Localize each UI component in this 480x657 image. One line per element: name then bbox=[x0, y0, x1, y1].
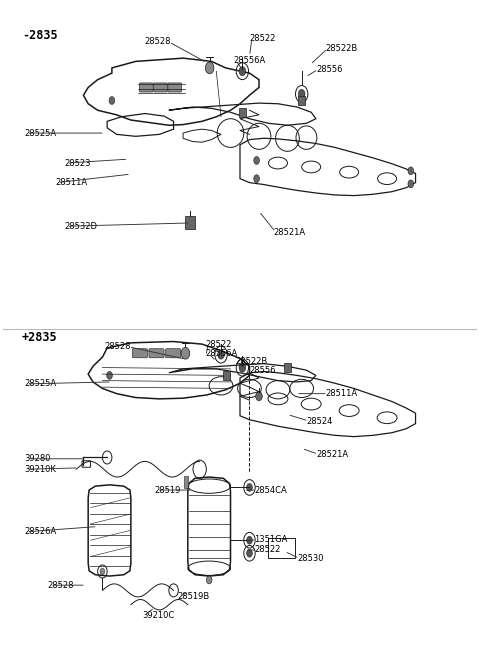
Text: 28511A: 28511A bbox=[55, 178, 87, 187]
Bar bbox=[267, 538, 295, 558]
Text: 39210C: 39210C bbox=[143, 610, 175, 620]
Text: 39280: 39280 bbox=[24, 454, 50, 463]
Text: 28530: 28530 bbox=[297, 554, 324, 563]
Text: 39210K: 39210K bbox=[24, 464, 56, 474]
Bar bbox=[185, 216, 195, 229]
FancyBboxPatch shape bbox=[149, 349, 164, 358]
Text: 28525A: 28525A bbox=[24, 379, 56, 388]
Circle shape bbox=[254, 156, 260, 164]
Text: 28522: 28522 bbox=[250, 34, 276, 43]
Text: 28528: 28528 bbox=[144, 37, 171, 47]
Bar bbox=[284, 363, 291, 372]
Text: -2835: -2835 bbox=[22, 29, 58, 42]
Text: 28528: 28528 bbox=[48, 581, 74, 590]
Circle shape bbox=[109, 97, 115, 104]
Text: 28526A: 28526A bbox=[24, 528, 56, 536]
Text: 1351GA: 1351GA bbox=[254, 535, 288, 544]
Bar bbox=[239, 108, 246, 117]
Circle shape bbox=[239, 66, 246, 76]
Text: 28556A: 28556A bbox=[206, 349, 238, 358]
Circle shape bbox=[254, 175, 260, 183]
Text: 28528: 28528 bbox=[104, 342, 131, 351]
Circle shape bbox=[206, 576, 212, 584]
Circle shape bbox=[256, 392, 262, 401]
Text: 28521A: 28521A bbox=[316, 450, 348, 459]
FancyBboxPatch shape bbox=[139, 83, 153, 92]
Text: 28522: 28522 bbox=[254, 545, 281, 555]
Text: 28556A: 28556A bbox=[233, 56, 265, 64]
Circle shape bbox=[218, 350, 224, 359]
Circle shape bbox=[247, 484, 252, 491]
Text: 28556: 28556 bbox=[316, 65, 342, 74]
Text: 28524: 28524 bbox=[306, 417, 333, 426]
Text: 28525A: 28525A bbox=[24, 129, 56, 137]
Circle shape bbox=[408, 180, 414, 188]
Bar bbox=[223, 371, 230, 380]
FancyBboxPatch shape bbox=[154, 83, 168, 92]
FancyBboxPatch shape bbox=[132, 349, 147, 358]
Text: 28522B: 28522B bbox=[325, 44, 358, 53]
Text: +2835: +2835 bbox=[22, 331, 58, 344]
Bar bbox=[184, 476, 188, 488]
Circle shape bbox=[247, 549, 252, 557]
Text: 28522B: 28522B bbox=[235, 357, 267, 366]
Text: 28519B: 28519B bbox=[178, 593, 210, 601]
Text: 28511A: 28511A bbox=[325, 389, 358, 398]
Text: 28532D: 28532D bbox=[64, 221, 97, 231]
Text: 28522: 28522 bbox=[206, 340, 232, 349]
Text: 28556: 28556 bbox=[250, 366, 276, 374]
Circle shape bbox=[100, 568, 105, 575]
FancyBboxPatch shape bbox=[166, 349, 180, 358]
Circle shape bbox=[181, 348, 190, 359]
Bar bbox=[299, 96, 305, 105]
Circle shape bbox=[205, 62, 214, 74]
Circle shape bbox=[107, 371, 112, 379]
Circle shape bbox=[299, 89, 305, 99]
FancyBboxPatch shape bbox=[168, 83, 181, 92]
Text: 28523: 28523 bbox=[64, 158, 91, 168]
Circle shape bbox=[247, 536, 252, 544]
Circle shape bbox=[239, 363, 246, 372]
Text: 28519: 28519 bbox=[155, 486, 181, 495]
Circle shape bbox=[408, 167, 414, 175]
Text: 28521A: 28521A bbox=[273, 227, 305, 237]
Text: 2854CA: 2854CA bbox=[254, 486, 287, 495]
